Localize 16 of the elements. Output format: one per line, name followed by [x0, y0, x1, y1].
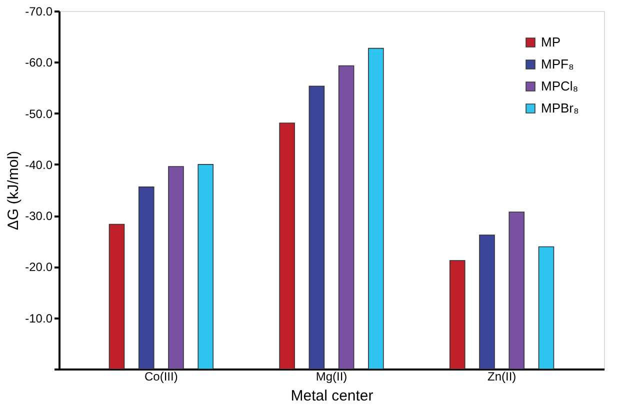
x-tick-label: Mg(II) [316, 370, 348, 384]
y-axis-title: ΔG (kJ/mol) [5, 150, 22, 230]
legend-label: MPCl₈ [541, 78, 578, 94]
x-tick-label: Zn(II) [487, 370, 516, 384]
y-tick-label: -10.0 [25, 311, 53, 326]
y-tick-label: -60.0 [25, 56, 53, 70]
y-tick-label: -50.0 [25, 106, 53, 121]
legend-label: MPBr₈ [541, 100, 579, 116]
y-tick-label: -30.0 [25, 209, 53, 224]
x-axis-title: Metal center [290, 388, 374, 404]
x-tick-label: Co(III) [144, 370, 178, 384]
y-tick-label: -40.0 [25, 158, 53, 172]
legend-label: MP [541, 34, 560, 50]
y-tick-label: -70.0 [25, 4, 53, 18]
y-tick-label: -20.0 [25, 260, 53, 274]
legend-label: MPF₈ [541, 56, 574, 72]
